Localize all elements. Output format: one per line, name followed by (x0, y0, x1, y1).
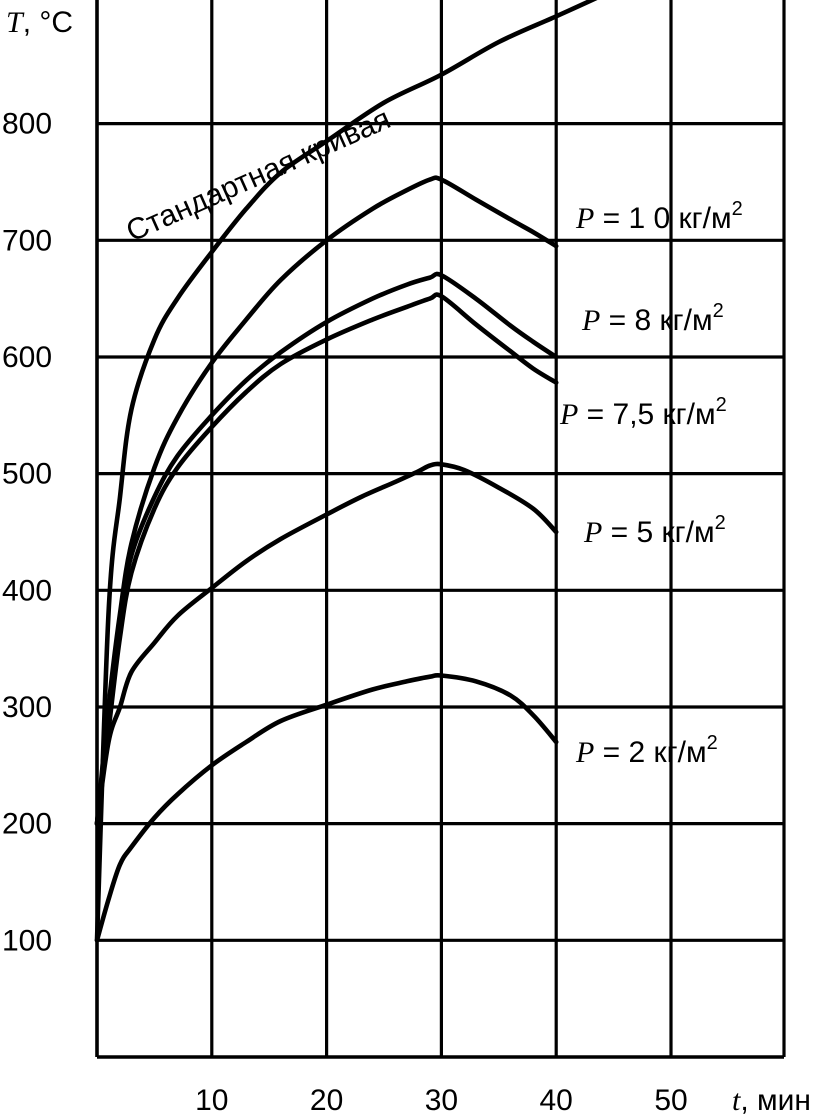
y-tick-label: 500 (2, 458, 52, 491)
x-tick-label: 10 (195, 1084, 228, 1115)
x-tick-label: 40 (540, 1084, 573, 1115)
curve-standard (94, 0, 598, 943)
curve-label-p8: P = 8 кг/м2 (581, 300, 724, 337)
y-tick-label: 600 (2, 341, 52, 374)
y-tick-label: 300 (2, 691, 52, 724)
labels: T, °C t, мин Стандартная кривая P = 1 0 … (2, 6, 811, 1115)
y-tick-label: 800 (2, 108, 52, 141)
x-axis-label: t, мин (732, 1084, 811, 1115)
x-tick-label: 20 (310, 1084, 343, 1115)
x-tick-label: 50 (654, 1084, 687, 1115)
x-tick-label: 30 (425, 1084, 458, 1115)
y-axis-label: T, °C (6, 6, 73, 39)
curve-label-p10: P = 1 0 кг/м2 (575, 198, 743, 235)
y-tick-label: 700 (2, 224, 52, 257)
curves (94, 0, 598, 943)
curve-p5 (94, 461, 559, 826)
y-tick-label: 400 (2, 574, 52, 607)
curve-label-p7-5: P = 7,5 кг/м2 (559, 394, 727, 431)
y-tick-label: 200 (2, 808, 52, 841)
curve-label-p2: P = 2 кг/м2 (575, 732, 718, 769)
curve-label-p5: P = 5 кг/м2 (583, 512, 726, 549)
curve-p7-5 (94, 292, 559, 826)
curve-p2 (94, 672, 559, 943)
curve-p8 (94, 271, 559, 826)
y-tick-label: 100 (2, 924, 52, 957)
